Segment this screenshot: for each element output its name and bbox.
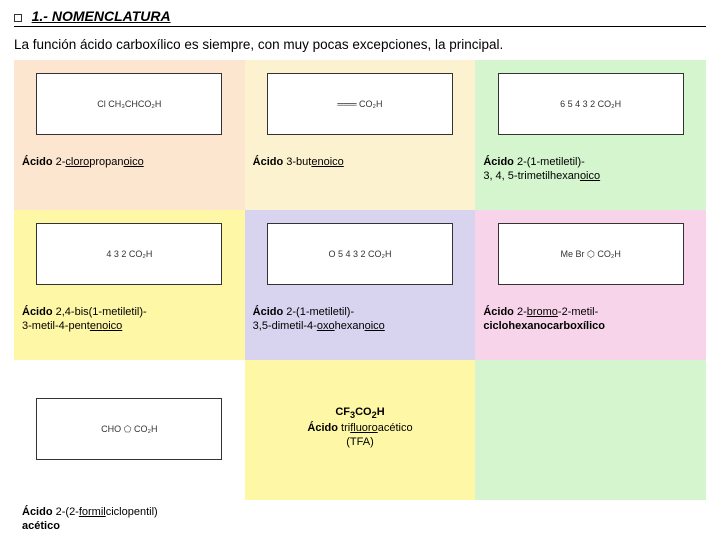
structure-cell: Cl CH₃CHCO₂H: [14, 60, 245, 150]
structure-cell: Me Br ⬡ CO₂H: [475, 210, 706, 300]
compound-label: Ácido 2-(2-formilciclopentil)acético: [22, 506, 158, 532]
compound-label: Ácido 2,4-bis(1-metiletil)-3-metil-4-pen…: [22, 306, 147, 332]
page-title: 1.- NOMENCLATURA: [32, 8, 171, 24]
grid-cell-7: CF3CO2HÁcido trifluoroacético(TFA): [245, 360, 476, 500]
structure-cell: 6 5 4 3 2 CO₂H: [475, 60, 706, 150]
label-cell: Ácido 2-(1-metiletil)-3, 4, 5-trimetilhe…: [475, 150, 706, 210]
compound-label: CF3CO2HÁcido trifluoroacético(TFA): [307, 406, 412, 449]
label-cell: Ácido 2-bromo-2-metil-ciclohexanocarboxí…: [475, 300, 706, 360]
compound-label: Ácido 2-bromo-2-metil-ciclohexanocarboxí…: [483, 306, 605, 332]
compound-label: Ácido 3-butenoico: [253, 156, 344, 168]
structure-diagram: Cl CH₃CHCO₂H: [36, 73, 222, 135]
structure-cell: 4 3 2 CO₂H: [14, 210, 245, 300]
subtitle-text: La función ácido carboxílico es siempre,…: [14, 37, 706, 52]
structure-cell: ═══ CO₂H: [245, 60, 476, 150]
structure-diagram: 4 3 2 CO₂H: [36, 223, 222, 285]
structure-cell: CHO ⬠ CO₂H: [14, 360, 245, 500]
structure-diagram: O 5 4 3 2 CO₂H: [267, 223, 453, 285]
label-cell: Ácido 3-butenoico: [245, 150, 476, 210]
label-cell: Ácido 2-(2-formilciclopentil)acético: [14, 500, 245, 560]
compound-label: Ácido 2-(1-metiletil)-3, 4, 5-trimetilhe…: [483, 156, 600, 182]
structure-diagram: ═══ CO₂H: [267, 73, 453, 135]
label-cell: Ácido 2-cloropropanoico: [14, 150, 245, 210]
bullet-icon: [14, 14, 22, 22]
title-row: 1.- NOMENCLATURA: [14, 8, 706, 27]
compound-label: Ácido 2-cloropropanoico: [22, 156, 144, 168]
compound-label: Ácido 2-(1-metiletil)-3,5-dimetil-4-oxoh…: [253, 306, 385, 332]
structure-diagram: Me Br ⬡ CO₂H: [498, 223, 684, 285]
label-cell: Ácido 2-(1-metiletil)-3,5-dimetil-4-oxoh…: [245, 300, 476, 360]
structure-cell: O 5 4 3 2 CO₂H: [245, 210, 476, 300]
structure-diagram: 6 5 4 3 2 CO₂H: [498, 73, 684, 135]
nomenclature-grid: Cl CH₃CHCO₂H ═══ CO₂H 6 5 4 3 2 CO₂H Ácido …: [14, 60, 706, 560]
structure-diagram: CHO ⬠ CO₂H: [36, 398, 222, 460]
grid-cell-8: [475, 360, 706, 500]
label-cell: Ácido 2,4-bis(1-metiletil)-3-metil-4-pen…: [14, 300, 245, 360]
